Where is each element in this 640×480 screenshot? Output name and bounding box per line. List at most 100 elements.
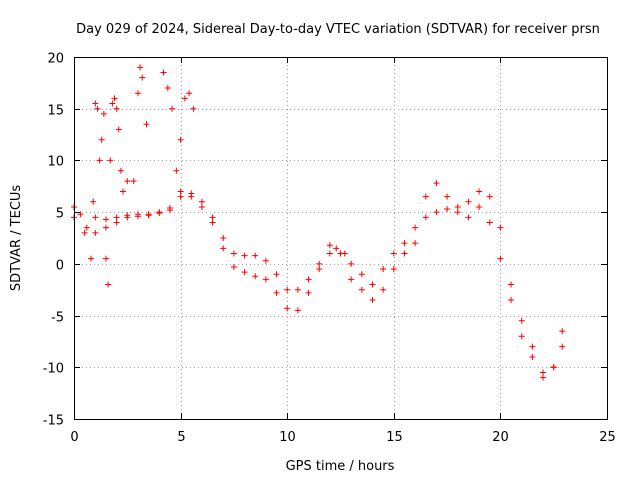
data-point: [190, 105, 197, 112]
data-point: [77, 211, 84, 218]
x-tick-label: 0: [70, 430, 78, 445]
data-point: [333, 245, 340, 252]
data-point: [117, 167, 124, 174]
data-point: [273, 289, 280, 296]
data-point: [476, 203, 483, 210]
data-point: [529, 353, 536, 360]
data-point: [326, 242, 333, 249]
data-point: [358, 286, 365, 293]
data-point: [113, 105, 120, 112]
y-axis-label: SDTVAR / TECUs: [9, 185, 24, 292]
data-point: [412, 224, 419, 231]
data-point: [102, 255, 109, 262]
data-point: [518, 317, 525, 324]
x-tick-label: 15: [386, 430, 403, 445]
y-tick-label: 5: [56, 207, 64, 222]
data-point: [326, 250, 333, 257]
data-point: [444, 206, 451, 213]
data-point: [337, 250, 344, 257]
y-tick-label: 15: [47, 104, 64, 119]
data-point: [412, 240, 419, 247]
axis-ticks: [74, 57, 608, 420]
data-point: [284, 305, 291, 312]
data-point: [120, 188, 127, 195]
data-point: [559, 328, 566, 335]
data-point: [369, 297, 376, 304]
data-point: [100, 110, 107, 117]
chart-title: Day 029 of 2024, Sidereal Day-to-day VTE…: [76, 22, 600, 37]
data-point: [454, 203, 461, 210]
data-point: [134, 213, 141, 220]
grid-lines: [74, 57, 607, 419]
data-point: [262, 257, 269, 264]
data-point: [252, 252, 259, 259]
data-point: [433, 209, 440, 216]
data-point: [465, 214, 472, 221]
data-point: [209, 219, 216, 226]
data-point: [173, 167, 180, 174]
data-point: [209, 214, 216, 221]
data-point: [98, 136, 105, 143]
data-point: [390, 266, 397, 273]
data-point: [92, 229, 99, 236]
data-point: [220, 245, 227, 252]
data-point: [230, 250, 237, 257]
x-tick-label: 20: [492, 430, 509, 445]
data-point: [94, 105, 101, 112]
data-point: [422, 214, 429, 221]
data-point: [90, 198, 97, 205]
data-point: [454, 209, 461, 216]
x-tick-label: 10: [279, 430, 296, 445]
y-tick-label: -5: [51, 311, 64, 326]
data-point: [230, 263, 237, 270]
data-point: [164, 85, 171, 92]
data-point: [113, 219, 120, 226]
data-point: [508, 297, 515, 304]
data-point: [139, 74, 146, 81]
data-point: [124, 178, 131, 185]
data-point: [422, 193, 429, 200]
data-point: [188, 193, 195, 200]
data-point: [433, 180, 440, 187]
y-tick-label: 0: [56, 259, 64, 274]
data-point: [177, 136, 184, 143]
y-tick-label: -15: [43, 414, 64, 429]
data-point: [348, 276, 355, 283]
data-point: [145, 212, 152, 219]
data-point: [380, 286, 387, 293]
data-point: [241, 269, 248, 276]
data-point: [497, 224, 504, 231]
data-point: [111, 95, 118, 102]
data-point: [198, 203, 205, 210]
data-points: [71, 64, 566, 381]
data-point: [529, 343, 536, 350]
plot-frame: [74, 57, 608, 420]
data-point: [559, 343, 566, 350]
data-point: [401, 240, 408, 247]
data-point: [102, 216, 109, 223]
data-point: [486, 219, 493, 226]
data-point: [390, 250, 397, 257]
data-point: [198, 198, 205, 205]
x-tick-label: 5: [177, 430, 185, 445]
data-point: [518, 333, 525, 340]
data-point: [102, 224, 109, 231]
data-point: [294, 286, 301, 293]
data-point: [166, 205, 173, 212]
data-point: [109, 100, 116, 107]
data-point: [540, 374, 547, 381]
data-point: [177, 193, 184, 200]
y-tick-label: -10: [43, 362, 64, 377]
data-point: [177, 188, 184, 195]
x-tick-label: 25: [599, 430, 616, 445]
data-point: [358, 271, 365, 278]
x-axis-label: GPS time / hours: [286, 459, 395, 474]
data-point: [550, 364, 557, 371]
data-point: [316, 260, 323, 267]
data-point: [130, 178, 137, 185]
data-point: [134, 90, 141, 97]
y-tick-label: 20: [47, 52, 64, 67]
data-point: [169, 105, 176, 112]
